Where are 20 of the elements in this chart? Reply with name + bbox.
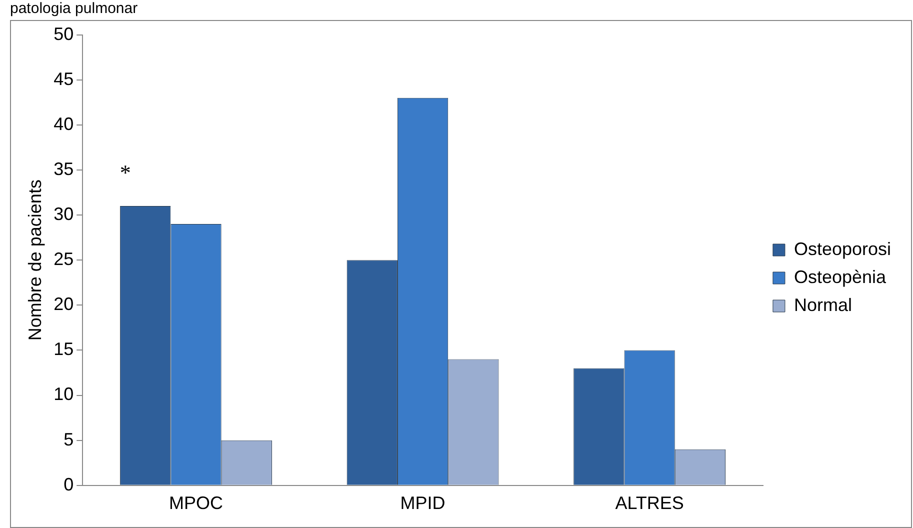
x-tick-label: MPID [400,493,446,514]
x-tick-label: MPOC [169,493,224,514]
y-tick-label: 20 [54,294,74,314]
y-axis-title: Nombre de pacients [24,180,45,341]
y-tick-label: 15 [54,339,74,360]
y-tick-label: 10 [54,384,74,404]
y-tick-label: 0 [64,474,74,494]
y-tick-label: 40 [54,114,74,134]
legend-label: Osteoporosi [794,238,892,259]
y-tick-label: 25 [54,249,74,270]
y-tick-label: 50 [54,24,74,44]
legend-label: Normal [794,294,852,315]
y-tick-label: 35 [54,158,74,179]
y-tick-label: 45 [54,68,74,89]
chart-title: patologia pulmonar [10,0,138,17]
y-tick-label: 5 [64,429,74,450]
annotation: * [120,160,131,185]
y-tick-label: 30 [54,204,74,224]
legend-label: Osteopènia [794,266,888,287]
x-tick-label: ALTRES [615,493,684,514]
